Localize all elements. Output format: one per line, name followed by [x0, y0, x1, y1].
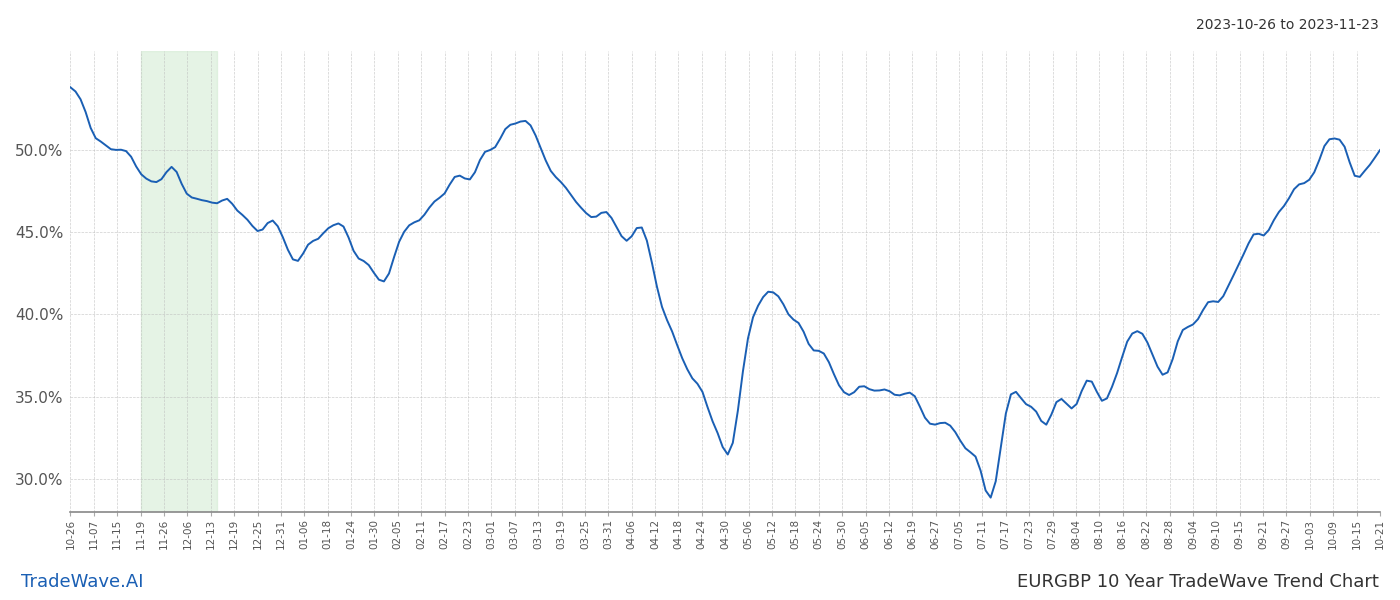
Bar — [141, 51, 217, 512]
Text: EURGBP 10 Year TradeWave Trend Chart: EURGBP 10 Year TradeWave Trend Chart — [1018, 573, 1379, 591]
Text: TradeWave.AI: TradeWave.AI — [21, 573, 143, 591]
Text: 2023-10-26 to 2023-11-23: 2023-10-26 to 2023-11-23 — [1196, 18, 1379, 32]
